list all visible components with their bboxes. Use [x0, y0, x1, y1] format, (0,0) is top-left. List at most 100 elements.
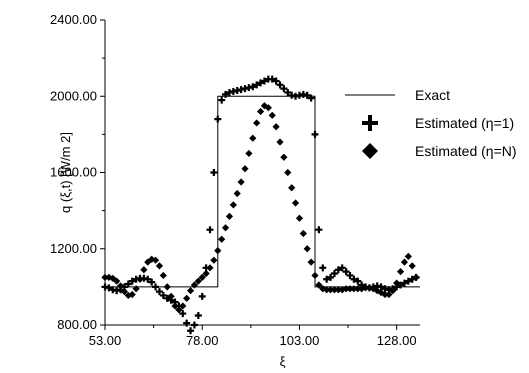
diamond-point [132, 285, 140, 293]
diamond-point [155, 262, 164, 270]
diamond-point [140, 266, 148, 274]
diamond-point [280, 153, 288, 161]
diamond-point [128, 290, 136, 299]
diamond-point [264, 104, 272, 112]
plus-point [124, 280, 132, 288]
legend-swatch-plus [362, 115, 378, 131]
plus-point [327, 273, 335, 281]
diamond-point [116, 282, 125, 290]
diamond-point [241, 165, 249, 173]
plus-point [260, 77, 268, 85]
diamond-point [198, 273, 206, 281]
diamond-point [346, 285, 354, 293]
plus-point [303, 91, 311, 99]
diamond-point [260, 102, 269, 110]
plus-point [218, 96, 226, 104]
diamond-point [194, 277, 202, 285]
diamond-point [120, 288, 129, 296]
diamond-point [361, 284, 370, 292]
plus-point [198, 292, 206, 300]
y-tick-label: 1200.00 [50, 241, 97, 256]
diamond-point [315, 281, 323, 289]
plus-point [338, 264, 346, 272]
diamond-point [284, 168, 292, 177]
plus-point [105, 284, 113, 292]
diamond-point [299, 229, 307, 238]
diamond-point [272, 123, 280, 131]
diamond-point [136, 275, 144, 283]
legend: Exact Estimated (η=1) Estimated (η=N) [345, 87, 517, 159]
diamond-point [334, 286, 342, 294]
plus-point [319, 264, 327, 272]
diamond-point [186, 287, 195, 295]
plus-point [400, 279, 408, 287]
plus-point [284, 88, 292, 96]
diamond-point [202, 269, 210, 278]
diamond-point [342, 285, 350, 293]
plus-point [148, 278, 156, 286]
series-line-exact [105, 95, 420, 288]
plus-point [249, 83, 257, 91]
diamond-point [385, 290, 393, 299]
diamond-point [396, 268, 405, 276]
plus-point [144, 275, 152, 283]
y-axis-label: q (ξ,t) [W/m 2] [58, 132, 73, 213]
diamond-point [311, 271, 319, 280]
diamond-point [225, 212, 234, 220]
y-tick-label: 800.00 [57, 317, 97, 332]
diamond-point [354, 285, 362, 293]
y-tick-label: 2000.00 [50, 88, 97, 103]
y-tick-label: 2400.00 [50, 12, 97, 27]
diamond-point [206, 264, 214, 272]
plus-point [190, 321, 198, 329]
diamond-point [408, 262, 416, 270]
plus-point [194, 311, 202, 319]
diamond-point [237, 178, 245, 186]
plus-point [350, 275, 358, 283]
plot-area [101, 75, 420, 335]
legend-label: Exact [415, 87, 450, 103]
plus-point [179, 310, 187, 318]
diamond-point [276, 138, 284, 146]
diamond-point [233, 189, 241, 198]
plus-point [342, 268, 350, 276]
diamond-point [268, 111, 276, 119]
diamond-point [249, 134, 257, 142]
plus-point [315, 226, 323, 234]
diamond-point [159, 271, 167, 280]
x-tick-label: 78.00 [186, 333, 219, 348]
plus-point [206, 226, 214, 234]
diamond-point [307, 258, 315, 266]
plus-point [323, 275, 331, 283]
diamond-point [183, 294, 191, 302]
diamond-point [303, 245, 311, 253]
plus-point [311, 130, 319, 138]
y-tick-label: 1600.00 [50, 165, 97, 180]
diamond-point [400, 258, 409, 266]
plus-point [268, 75, 276, 83]
plus-point [214, 115, 222, 123]
x-tick-label: 128.00 [377, 333, 417, 348]
diamond-point [381, 290, 389, 299]
diamond-point [323, 286, 331, 294]
axes: 800.00 1200.00 1600.00 2000.00 2400.00 53.00 7… [50, 12, 420, 369]
diamond-point [245, 149, 253, 158]
diamond-point [389, 287, 397, 295]
diamond-point [288, 184, 296, 192]
diamond-point [167, 292, 175, 301]
x-tick-label: 103.00 [280, 333, 320, 348]
diamond-point [190, 281, 199, 289]
diamond-point [101, 273, 109, 281]
plus-point [307, 94, 315, 102]
diamond-point [393, 279, 401, 287]
diamond-point [151, 256, 160, 264]
plus-point [346, 271, 354, 279]
plus-point [152, 283, 160, 291]
plus-point [272, 77, 280, 85]
diamond-point [214, 247, 222, 255]
diamond-point [218, 235, 226, 243]
plus-point [128, 277, 136, 285]
plus-point [253, 81, 261, 89]
plus-point [334, 266, 342, 274]
